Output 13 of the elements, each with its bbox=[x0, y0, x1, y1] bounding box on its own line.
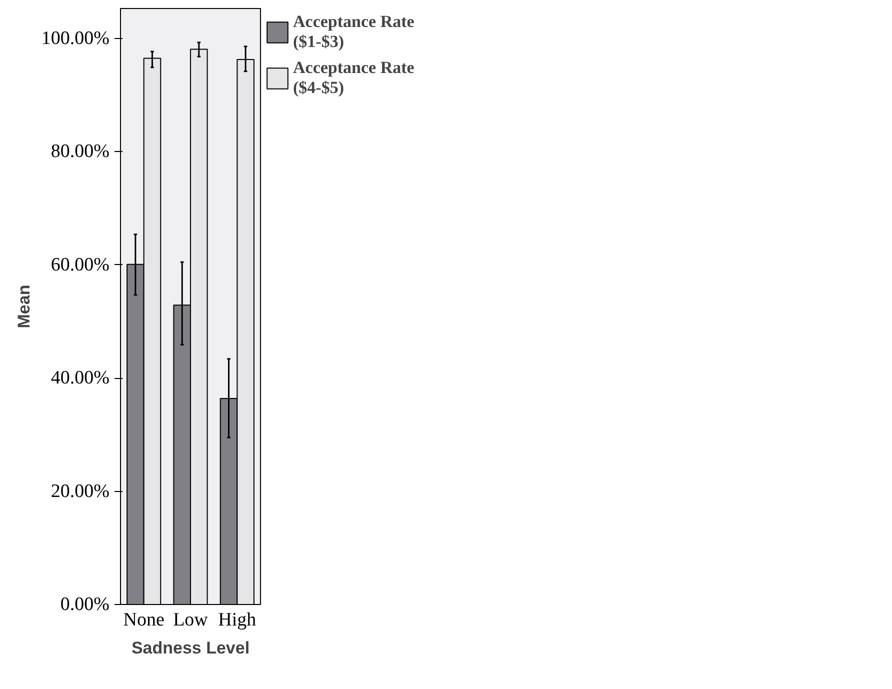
legend-label: Acceptance Rate ($1-$3) bbox=[293, 12, 414, 52]
y-tick-label: 0.00% bbox=[60, 594, 110, 615]
legend-label: Acceptance Rate ($4-$5) bbox=[293, 58, 414, 98]
x-axis-title: Sadness Level bbox=[131, 638, 250, 658]
y-tick-label: 40.00% bbox=[50, 368, 110, 389]
y-axis-title: Mean bbox=[14, 284, 34, 328]
x-tick-label: High bbox=[218, 610, 257, 630]
x-tick-label: Low bbox=[173, 610, 208, 630]
y-tick-label: 100.00% bbox=[41, 28, 110, 49]
x-tick-label: None bbox=[123, 610, 164, 630]
y-tick-label: 80.00% bbox=[50, 141, 110, 162]
y-tick-label: 60.00% bbox=[50, 254, 110, 276]
y-tick-label: 20.00% bbox=[50, 480, 110, 502]
